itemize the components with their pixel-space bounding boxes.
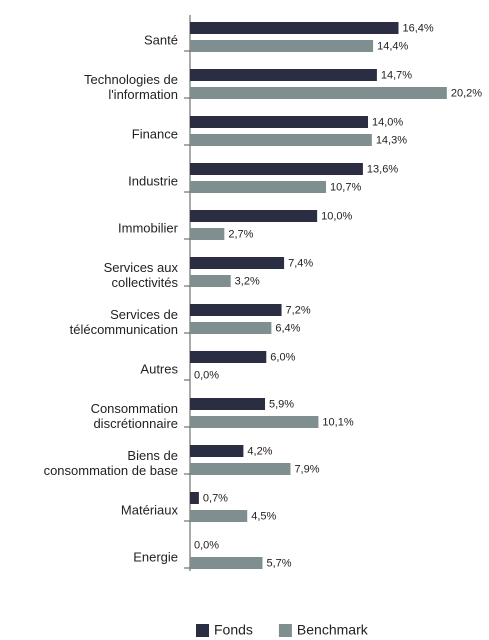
bar: [190, 116, 368, 128]
value-label: 0,0%: [194, 369, 219, 381]
bar: [190, 510, 248, 522]
value-label: 6,4%: [275, 322, 300, 334]
value-label: 10,7%: [330, 181, 361, 193]
bar: [190, 304, 282, 316]
legend-swatch: [196, 624, 209, 637]
bar: [190, 557, 263, 569]
bar: [190, 40, 374, 52]
value-label: 14,0%: [372, 116, 403, 128]
bar: [190, 210, 318, 222]
legend-label: Fonds: [214, 622, 253, 638]
category-label: Santé: [144, 32, 178, 48]
bar: [190, 69, 377, 81]
value-label: 5,7%: [266, 557, 291, 569]
bar: [190, 398, 266, 410]
bar: [190, 134, 372, 146]
category-label: Services aux collectivités: [103, 260, 178, 290]
bar: [190, 351, 267, 363]
value-label: 0,0%: [194, 539, 219, 551]
value-label: 14,3%: [376, 134, 407, 146]
value-label: 16,4%: [403, 22, 434, 34]
category-label: Industrie: [128, 173, 178, 189]
bar: [190, 416, 319, 428]
category-label: Finance: [131, 126, 178, 142]
value-label: 4,5%: [251, 510, 276, 522]
category-label: Technologies de l'information: [84, 72, 178, 102]
value-label: 14,7%: [381, 69, 412, 81]
bar: [190, 181, 327, 193]
bar: [190, 275, 231, 287]
legend-label: Benchmark: [297, 622, 369, 638]
bar: [190, 228, 225, 240]
legend-swatch: [278, 624, 292, 637]
value-label: 7,4%: [288, 257, 313, 269]
bar: [190, 445, 244, 457]
category-label: Biens de consommation de base: [43, 448, 178, 478]
value-label: 20,2%: [451, 87, 482, 99]
category-label: Energie: [133, 549, 178, 565]
category-label: Immobilier: [118, 220, 178, 236]
bar: [190, 322, 272, 334]
value-label: 7,2%: [286, 304, 311, 316]
value-label: 3,2%: [235, 275, 260, 287]
value-label: 6,0%: [270, 351, 295, 363]
value-label: 10,0%: [321, 210, 352, 222]
bar: [190, 22, 399, 34]
value-label: 5,9%: [269, 398, 294, 410]
value-label: 0,7%: [203, 492, 228, 504]
category-label: Consommation discrétionnaire: [90, 401, 178, 431]
value-label: 13,6%: [367, 163, 398, 175]
value-label: 2,7%: [228, 228, 253, 240]
category-label: Autres: [140, 361, 178, 377]
category-label: Matériaux: [120, 502, 178, 518]
value-label: 14,4%: [377, 40, 408, 52]
value-label: 10,1%: [322, 416, 353, 428]
value-label: 7,9%: [294, 463, 319, 475]
bar: [190, 87, 447, 99]
bar: [190, 163, 363, 175]
value-label: 4,2%: [247, 445, 272, 457]
category-label: Services de télécommunication: [69, 307, 178, 337]
bar: [190, 257, 285, 269]
bar: [190, 492, 199, 504]
bar: [190, 463, 291, 475]
